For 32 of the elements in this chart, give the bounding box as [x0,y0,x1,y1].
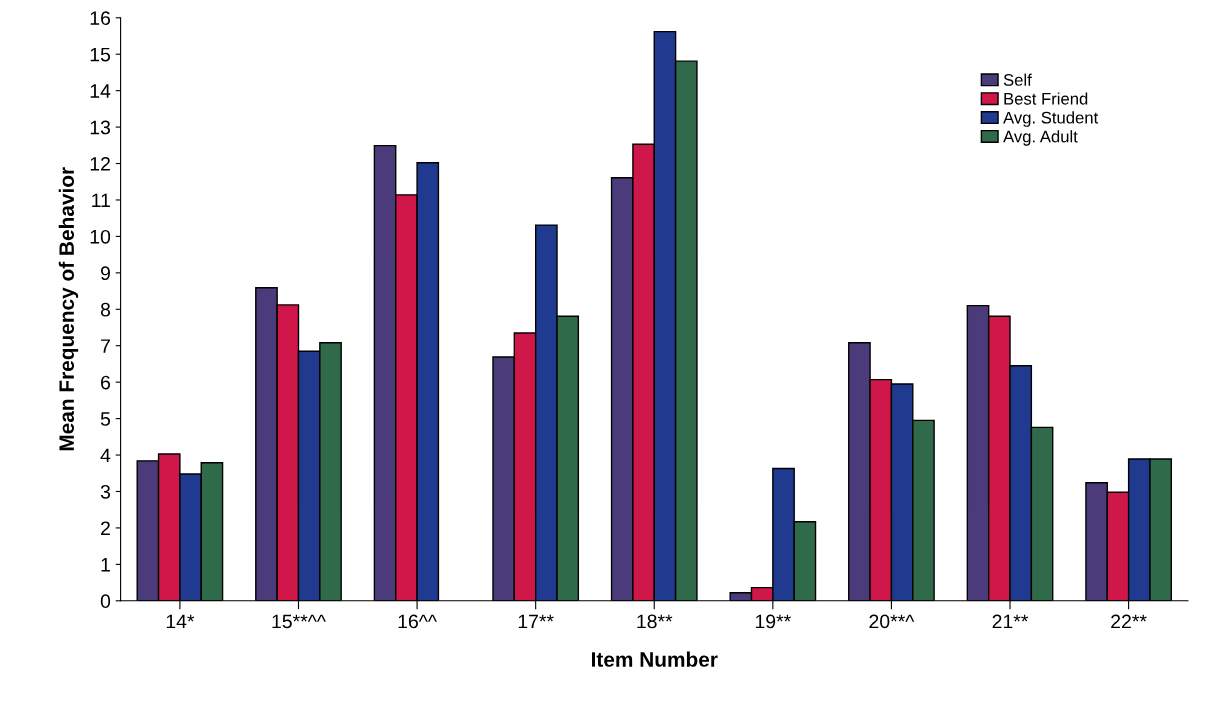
x-tick-label: 17** [518,614,554,629]
x-tick-label: 21** [992,614,1029,629]
legend-label: Avg. Student [1003,111,1099,127]
x-tick-label: 14* [166,614,195,629]
y-tick-label: 5 [100,412,111,426]
y-tick-label: 0 [100,594,111,609]
y-tick-label: 4 [100,448,111,463]
y-tick-label: 14 [90,84,111,98]
y-tick-label: 12 [90,157,110,171]
y-tick-label: 7 [101,339,110,353]
x-tick-label: 16^^ [398,614,437,629]
y-tick-label: 13 [90,120,111,135]
x-tick-label: 18** [637,614,673,629]
y-tick-label: 3 [100,484,111,499]
legend-label: Self [1003,73,1032,86]
legend-label: Best Friend [1004,92,1088,105]
y-tick-label: 15 [90,47,111,62]
x-axis-title: Item Number [591,651,718,667]
x-tick-label: 22** [1111,614,1147,629]
y-tick-label: 6 [101,375,111,390]
x-tick-label: 20**^ [869,614,915,629]
y-axis-title: Mean Frequency of Behavior [58,167,79,451]
y-tick-label: 2 [101,521,110,535]
legend-label: Avg. Adult [1003,130,1078,146]
y-tick-label: 1 [101,558,110,572]
x-tick-label: 15**^^ [272,614,326,629]
y-tick-label: 9 [100,266,110,281]
y-tick-label: 10 [90,229,111,244]
y-tick-label: 16 [90,11,111,26]
x-tick-label: 19** [755,614,791,629]
y-tick-label: 8 [100,302,111,317]
y-tick-label: 11 [92,193,110,208]
